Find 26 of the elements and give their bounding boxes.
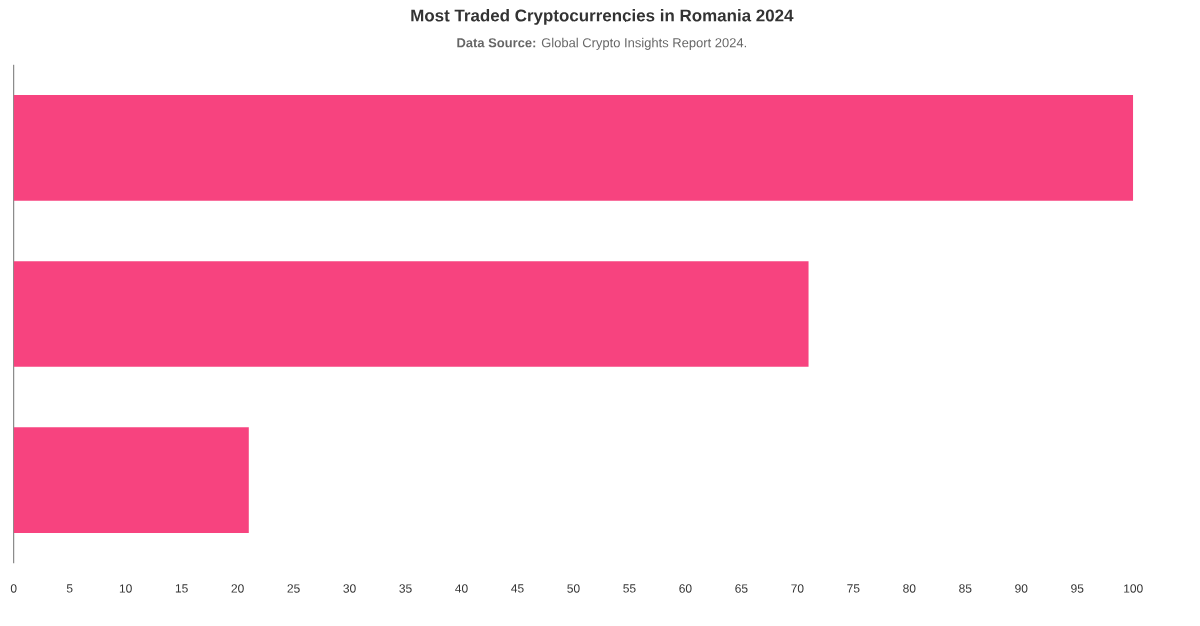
x-tick-label: 70 — [791, 584, 804, 593]
x-tick-label: 65 — [735, 584, 748, 593]
x-tick-label: 90 — [1015, 584, 1028, 593]
x-tick-label: 0 — [10, 584, 17, 593]
x-tick-label: 50 — [567, 584, 580, 593]
x-tick-label: 15 — [175, 584, 188, 593]
x-tick-label: 35 — [399, 584, 412, 593]
x-tick-label: 100 — [1124, 584, 1143, 593]
x-tick-label: 10 — [119, 584, 132, 593]
bar — [13, 427, 249, 533]
x-tick-label: 60 — [679, 584, 692, 593]
bar — [13, 261, 809, 367]
x-tick-label: 55 — [623, 584, 636, 593]
x-tick-label: 85 — [959, 584, 972, 593]
text: Data Source: Global Crypto Insights Report 2024. — [457, 37, 747, 50]
x-tick-label: 80 — [903, 584, 916, 593]
bar — [13, 95, 1134, 201]
x-tick-label: 40 — [455, 584, 468, 593]
chart-title: Most Traded Cryptocurrencies in Romania 2024 — [411, 9, 794, 25]
x-tick-label: 25 — [287, 584, 300, 593]
x-tick-label: 20 — [231, 584, 244, 593]
x-tick-label: 45 — [511, 584, 524, 593]
x-tick-label: 75 — [847, 584, 860, 593]
x-tick-label: 5 — [66, 584, 73, 593]
x-tick-label: 30 — [343, 584, 356, 593]
x-tick-label: 95 — [1071, 584, 1084, 593]
